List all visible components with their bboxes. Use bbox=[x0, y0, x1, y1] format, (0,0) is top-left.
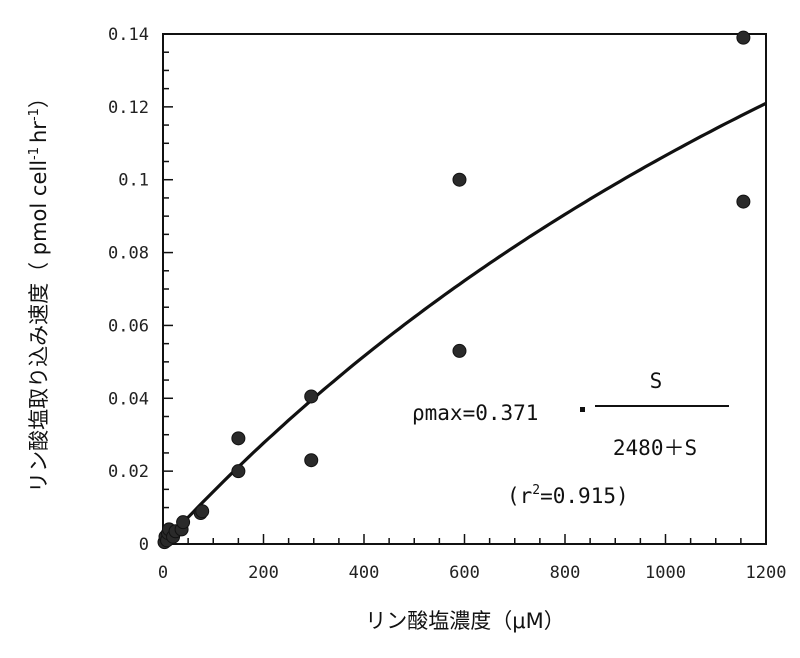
data-point bbox=[231, 464, 246, 479]
data-points bbox=[157, 30, 751, 550]
axis-tick-labels: 0 200 400 600 800 1000 1200 0 0.02 0.04 0.06 0.08 0.… bbox=[108, 25, 786, 583]
y-tick-label: 0.02 bbox=[108, 462, 149, 482]
r-squared: (r2=0.915) bbox=[507, 483, 629, 508]
fit-curve bbox=[161, 101, 767, 546]
x-tick-label: 800 bbox=[550, 563, 581, 583]
x-tick-label: 0 bbox=[158, 563, 168, 583]
x-axis-title: リン酸塩濃度（μM） bbox=[365, 609, 564, 633]
plot-area-frame bbox=[162, 33, 767, 545]
y-tick-label: 0 bbox=[139, 535, 149, 555]
fit-equation: ρmax=0.371 S 2480＋S (r2=0.915) bbox=[412, 369, 729, 508]
y-axis-title-main: リン酸塩取り込み速度（ pmol cell bbox=[27, 160, 51, 493]
data-point bbox=[304, 389, 319, 404]
data-point bbox=[231, 431, 246, 446]
x-tick-label: 400 bbox=[349, 563, 380, 583]
y-axis-title-close: ） bbox=[27, 87, 51, 108]
y-tick-label: 0.1 bbox=[118, 171, 149, 191]
data-point bbox=[452, 172, 467, 187]
x-tick-label: 1200 bbox=[746, 563, 787, 583]
y-axis-title-sup1: -1 bbox=[27, 147, 42, 160]
y-axis-title-hr: hr bbox=[27, 121, 51, 143]
y-tick-label: 0.04 bbox=[108, 389, 149, 409]
r-squared-prefix: (r bbox=[507, 484, 532, 508]
x-tick-label: 1000 bbox=[645, 563, 686, 583]
data-point bbox=[304, 453, 319, 468]
data-point bbox=[452, 343, 467, 358]
y-tick-label: 0.14 bbox=[108, 25, 149, 45]
data-point bbox=[736, 30, 751, 45]
equation-numerator: S bbox=[650, 369, 663, 393]
equation-lhs: ρmax=0.371 bbox=[412, 401, 538, 425]
equation-denominator: 2480＋S bbox=[613, 436, 697, 460]
r-squared-sup: 2 bbox=[532, 483, 540, 498]
y-axis-title-sup2: -1 bbox=[27, 108, 42, 121]
y-tick-label: 0.06 bbox=[108, 316, 149, 336]
data-point bbox=[195, 504, 210, 519]
y-tick-label: 0.12 bbox=[108, 98, 149, 118]
r-squared-suffix: =0.915) bbox=[540, 484, 629, 508]
data-point bbox=[736, 194, 751, 209]
equation-multiply-dot bbox=[580, 407, 585, 412]
data-point bbox=[176, 515, 191, 530]
axis-ticks bbox=[162, 33, 767, 545]
y-tick-label: 0.08 bbox=[108, 244, 149, 264]
y-axis-title: リン酸塩取り込み速度（ pmol cell-1hr-1） bbox=[27, 87, 51, 493]
x-tick-label: 200 bbox=[248, 563, 279, 583]
x-tick-label: 600 bbox=[449, 563, 480, 583]
